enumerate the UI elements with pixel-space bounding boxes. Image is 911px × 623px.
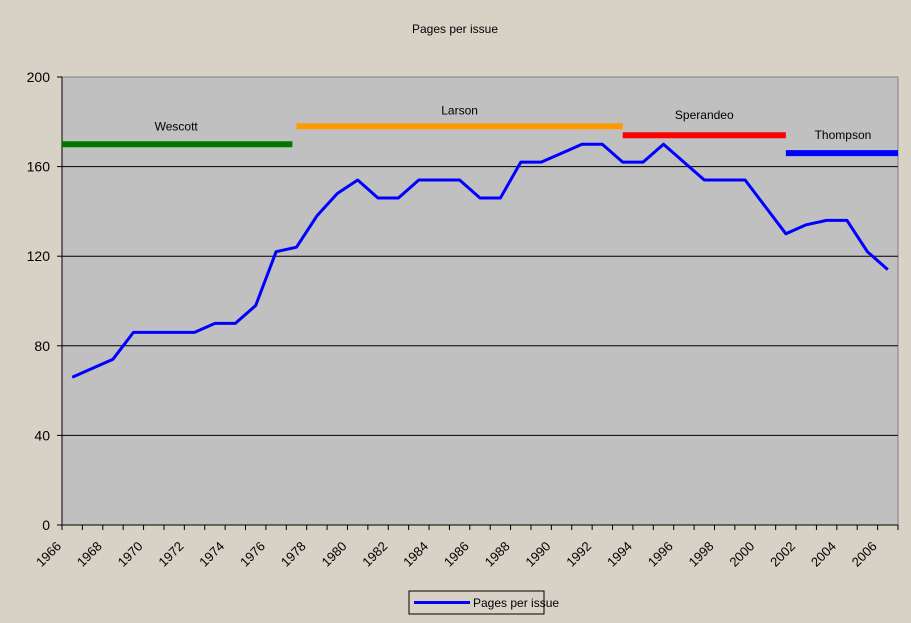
x-tick-label: 2002: [767, 539, 798, 570]
x-tick-label: 1970: [115, 539, 146, 570]
y-tick-label: 120: [27, 248, 51, 264]
chart-title: Pages per issue: [412, 22, 498, 36]
grid-lines: [62, 166, 898, 436]
legend: Pages per issue: [408, 590, 559, 615]
x-tick-label: 1978: [278, 539, 309, 570]
legend-box: [408, 590, 545, 615]
x-tick-label: 1992: [563, 539, 594, 570]
x-tick-label: 1980: [319, 539, 350, 570]
editor-label: Larson: [441, 104, 478, 118]
x-tick-label: 1982: [359, 539, 390, 570]
y-tick-label: 0: [42, 517, 50, 533]
x-tick-label: 1988: [482, 539, 513, 570]
y-tick-label: 160: [27, 159, 51, 175]
series-line: [71, 142, 889, 379]
editor-label: Sperandeo: [675, 108, 734, 122]
y-tick-label: 40: [34, 427, 50, 443]
editor-label: Wescott: [155, 119, 199, 133]
x-tick-label: 1994: [604, 539, 635, 570]
editor-label: Thompson: [815, 128, 872, 142]
x-tick-label: 1966: [33, 539, 64, 570]
y-axis-ticks: 0 40 80 120 160 200: [27, 69, 62, 533]
x-tick-label: 1998: [686, 539, 717, 570]
x-tick-label: 1996: [645, 539, 676, 570]
axes: [61, 77, 898, 526]
y-tick-label: 80: [34, 338, 50, 354]
x-tick-label: 2006: [849, 539, 880, 570]
x-tick-label: 2000: [726, 539, 757, 570]
x-tick-label: 1976: [237, 539, 268, 570]
x-tick-label: 1974: [196, 539, 227, 570]
x-tick-label: 1968: [74, 539, 105, 570]
x-axis-ticks: 1966 1968 1970 1972 1974 1976 1978 1980 1982 1984…: [33, 525, 899, 570]
series-group: [71, 142, 889, 379]
x-tick-label: 1984: [400, 539, 431, 570]
legend-label: Pages per issue: [473, 596, 559, 610]
plot-area: [61, 76, 899, 526]
x-tick-label: 1990: [522, 539, 553, 570]
x-tick-label: 2004: [808, 539, 839, 570]
editor-bars: Wescott Larson Sperandeo Thompson: [62, 104, 898, 157]
x-tick-label: 1972: [155, 539, 186, 570]
x-tick-label: 1986: [441, 539, 472, 570]
y-tick-label: 200: [27, 69, 51, 85]
